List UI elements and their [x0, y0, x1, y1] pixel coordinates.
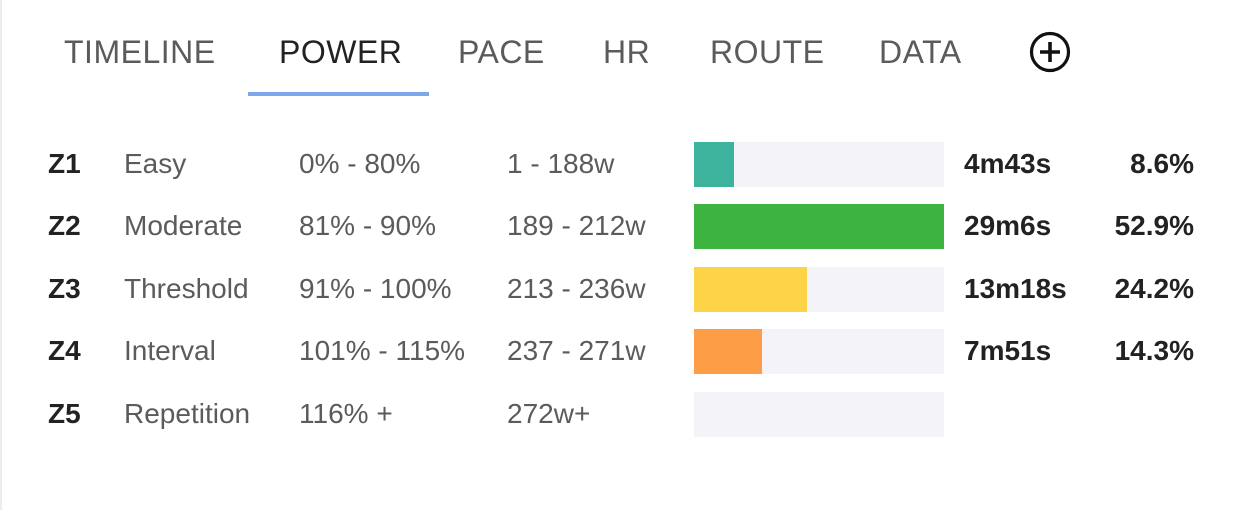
tab-bar: TIMELINE POWER PACE HR ROUTE DATA — [0, 0, 1237, 100]
zone-share: 8.6% — [1130, 148, 1194, 179]
zone-id: Z2 — [48, 210, 81, 241]
zone-bar-track — [694, 142, 944, 187]
active-tab-indicator — [248, 92, 429, 96]
zone-row: Z3 Threshold 91% - 100% 213 - 236w 13m18… — [0, 266, 1237, 312]
zone-bar-fill — [694, 204, 944, 249]
zone-watt-range: 272w+ — [507, 398, 591, 429]
zone-row: Z1 Easy 0% - 80% 1 - 188w 4m43s 8.6% — [0, 141, 1237, 187]
zone-watt-range: 237 - 271w — [507, 335, 646, 366]
zone-id: Z3 — [48, 273, 81, 304]
zone-percent-range: 81% - 90% — [299, 210, 436, 241]
zone-name: Repetition — [124, 398, 251, 429]
tab-pace[interactable]: PACE — [458, 34, 545, 70]
zone-watt-range: 1 - 188w — [507, 148, 615, 179]
zone-share — [1080, 391, 1194, 437]
zone-row: Z4 Interval 101% - 115% 237 - 271w 7m51s… — [0, 328, 1237, 374]
add-tab-button[interactable] — [1029, 31, 1071, 73]
zone-row: Z2 Moderate 81% - 90% 189 - 212w 29m6s 5… — [0, 203, 1237, 249]
zone-bar-fill — [694, 142, 734, 187]
zone-bar-track — [694, 267, 944, 312]
zone-share: 52.9% — [1114, 210, 1194, 241]
zone-watt-range: 213 - 236w — [507, 273, 646, 304]
zone-bar-track — [694, 204, 944, 249]
zone-bar-track — [694, 329, 944, 374]
zone-time: 4m43s — [964, 148, 1052, 179]
tab-hr[interactable]: HR — [603, 34, 651, 70]
zone-share: 24.2% — [1114, 273, 1194, 304]
zone-id: Z5 — [48, 398, 81, 429]
zone-share: 14.3% — [1114, 335, 1194, 366]
zone-name: Easy — [124, 148, 187, 179]
left-divider — [0, 0, 2, 510]
tab-data[interactable]: DATA — [879, 34, 962, 70]
zone-watt-range: 189 - 212w — [507, 210, 646, 241]
zone-percent-range: 0% - 80% — [299, 148, 421, 179]
zone-row: Z5 Repetition 116% + 272w+ — [0, 391, 1237, 437]
zone-percent-range: 116% + — [299, 398, 393, 429]
zone-bar-track — [694, 392, 944, 437]
zone-bar-fill — [694, 267, 807, 312]
tab-power[interactable]: POWER — [279, 34, 403, 70]
tab-route[interactable]: ROUTE — [710, 34, 825, 70]
zone-time: 7m51s — [964, 335, 1052, 366]
zone-id: Z1 — [48, 148, 81, 179]
zone-percent-range: 101% - 115% — [299, 335, 466, 366]
zone-name: Interval — [124, 335, 216, 366]
tab-timeline[interactable]: TIMELINE — [64, 34, 216, 70]
zone-id: Z4 — [48, 335, 81, 366]
plus-circle-icon — [1029, 31, 1071, 73]
zone-name: Threshold — [124, 273, 249, 304]
zone-name: Moderate — [124, 210, 243, 241]
zone-percent-range: 91% - 100% — [299, 273, 452, 304]
zone-bar-fill — [694, 329, 762, 374]
zone-time: 13m18s — [964, 273, 1067, 304]
zone-time: 29m6s — [964, 210, 1052, 241]
